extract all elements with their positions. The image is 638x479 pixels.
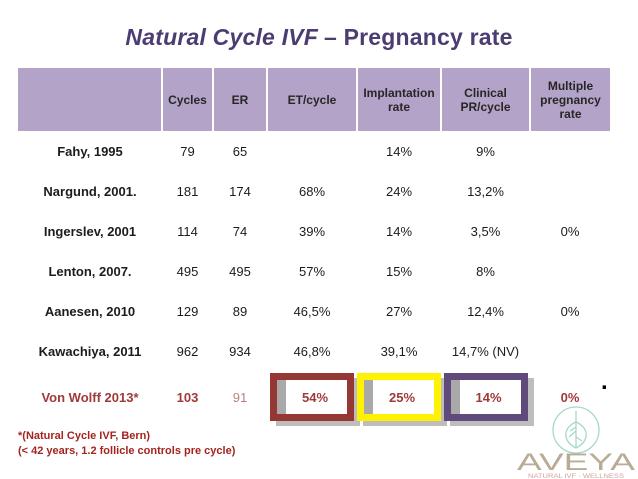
study-label: Aanesen, 2010 — [44, 303, 136, 319]
table-cell: 495 — [229, 263, 251, 279]
table-cell — [530, 331, 610, 371]
table-row: Lenton, 2007. 495 495 57% 15% 8% — [18, 251, 610, 291]
table-cell: 934 — [229, 343, 251, 359]
table-cell: 89 — [232, 303, 248, 319]
column-header-cycles: Cycles — [162, 68, 214, 131]
logo-tagline: NATURAL IVF · WELLNESS — [528, 474, 624, 479]
table-cell: 24% — [385, 183, 413, 199]
table-cell: 12,4% — [467, 303, 504, 319]
table-header-row: Cycles ER ET/cycle Implantation rate Cli… — [18, 68, 610, 131]
column-header-multiple-pregnancy-rate: Multiple pregnancy rate — [530, 68, 610, 131]
study-label: Ingerslev, 2001 — [43, 223, 137, 239]
table-cell: 14% — [385, 223, 413, 239]
page-title: Natural Cycle IVF – Pregnancy rate — [0, 24, 638, 51]
column-header-implantation-rate: Implantation rate — [357, 68, 442, 131]
table-cell: 14% — [441, 371, 530, 423]
table-cell — [530, 251, 610, 291]
table-cell: 57% — [298, 263, 326, 279]
table-cell — [530, 171, 610, 211]
table-cell-value: 25% — [388, 389, 416, 405]
column-header-study — [18, 68, 163, 131]
table-cell: 15% — [385, 263, 413, 279]
table-row: Nargund, 2001. 181 174 68% 24% 13,2% — [18, 171, 610, 211]
table-cell: 39,1% — [380, 343, 418, 359]
footnote: *(Natural Cycle IVF, Bern) (< 42 years, … — [18, 429, 235, 459]
table-cell: 74 — [232, 223, 248, 239]
table-cell: 25% — [357, 371, 441, 423]
results-table: Cycles ER ET/cycle Implantation rate Cli… — [18, 68, 610, 423]
table-cell: 103 — [176, 389, 199, 405]
table-cell: 79 — [180, 143, 195, 159]
table-cell: 129 — [176, 303, 199, 319]
logo-brand-text: AVEYA — [517, 449, 635, 476]
trailing-period: . — [601, 368, 608, 395]
table-cell: 114 — [177, 223, 198, 239]
table-cell: 181 — [176, 183, 199, 199]
column-header-er: ER — [213, 68, 268, 131]
table-cell: 27% — [385, 303, 413, 319]
table-cell: 495 — [176, 263, 199, 279]
table-cell: 54% — [267, 371, 357, 423]
study-label: Nargund, 2001. — [43, 183, 137, 199]
table-cell: 0% — [560, 303, 580, 319]
table-row: Aanesen, 2010 129 89 46,5% 27% 12,4% 0% — [18, 291, 610, 331]
study-label: Von Wolff 2013* — [41, 389, 139, 405]
table-cell: 174 — [229, 183, 251, 199]
table-cell: 962 — [176, 343, 199, 359]
highlight-box-maroon: 54% — [270, 373, 354, 421]
highlight-box-purple: 14% — [443, 373, 528, 421]
column-header-et-cycle: ET/cycle — [267, 68, 358, 131]
table-cell-value: 14% — [475, 389, 502, 405]
footnote-line-2: (< 42 years, 1.2 follicle controls pre c… — [18, 445, 236, 457]
aveya-logo: AVEYA NATURAL IVF · WELLNESS — [517, 406, 635, 479]
title-regular-part: – Pregnancy rate — [324, 24, 513, 50]
table-cell — [530, 131, 610, 171]
table-row: Fahy, 1995 79 65 14% 9% — [18, 131, 610, 171]
table-cell: 39% — [298, 223, 326, 239]
table-cell-value: 54% — [301, 389, 329, 405]
table-cell: 68% — [298, 183, 326, 199]
table-cell: 13,2% — [467, 183, 504, 199]
table-cell: 65 — [232, 143, 248, 159]
table-cell: 8% — [476, 263, 495, 279]
study-label: Kawachiya, 2011 — [38, 343, 142, 359]
table-cell: 0% — [560, 223, 580, 239]
highlight-box-yellow: 25% — [357, 373, 441, 421]
column-header-clinical-pr: Clinical PR/cycle — [441, 68, 531, 131]
table-cell: 14% — [385, 143, 413, 159]
table-cell — [267, 131, 357, 171]
table-row: Ingerslev, 2001 114 74 39% 14% 3,5% 0% — [18, 211, 610, 251]
footnote-line-1: *(Natural Cycle IVF, Bern) — [18, 430, 151, 442]
leaf-circle-icon — [552, 406, 600, 454]
study-label: Lenton, 2007. — [48, 263, 132, 279]
table-cell: 0% — [560, 389, 580, 405]
table-cell: 9% — [476, 143, 495, 159]
table-cell: 46,5% — [293, 303, 331, 319]
table-cell: 46,8% — [293, 343, 331, 359]
table-cell: 3,5% — [470, 223, 501, 239]
study-label: Fahy, 1995 — [57, 143, 123, 159]
table-cell: 14,7% (NV) — [451, 343, 520, 359]
title-italic-part: Natural Cycle IVF — [125, 24, 318, 50]
table-cell: 91 — [232, 389, 248, 405]
table-row-highlighted: Von Wolff 2013* 103 91 54% 25% 14% 0% — [18, 371, 610, 423]
table-row: Kawachiya, 2011 962 934 46,8% 39,1% 14,7… — [18, 331, 610, 371]
